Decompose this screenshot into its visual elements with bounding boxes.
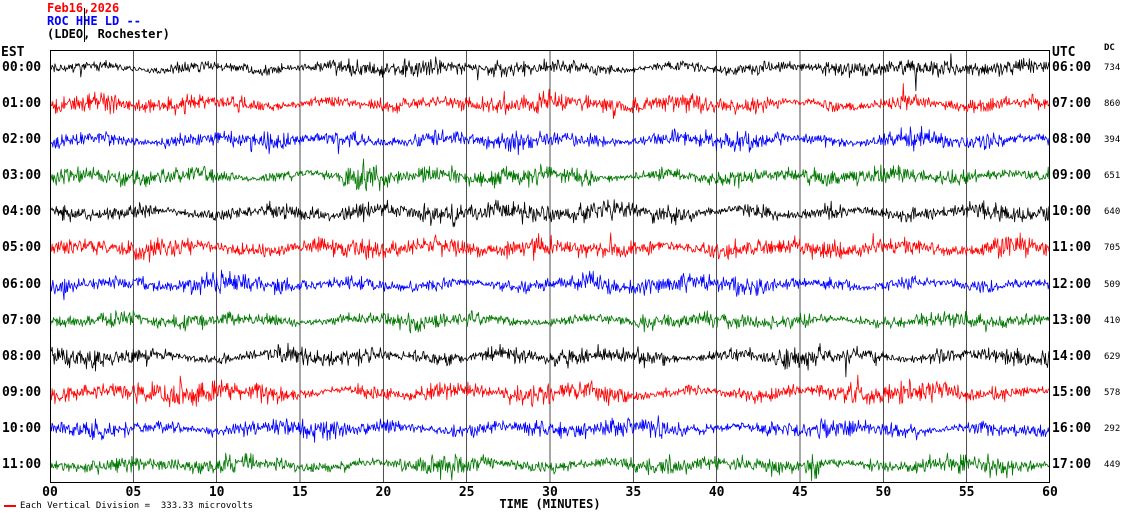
plot-frame xyxy=(50,50,1050,483)
trace-00:00 xyxy=(50,53,1050,92)
dc-value-07:00: 410 xyxy=(1104,315,1121,326)
est-label-09:00: 09:00 xyxy=(2,384,42,400)
x-tick-35: 35 xyxy=(625,485,642,500)
x-tick-20: 20 xyxy=(375,485,392,500)
title-station: ROC HHE LD -- xyxy=(47,14,141,28)
x-axis-title: TIME (MINUTES) xyxy=(499,497,601,511)
title-marker-line xyxy=(84,8,85,42)
est-label-08:00: 08:00 xyxy=(2,348,42,364)
est-label-01:00: 01:00 xyxy=(2,96,42,112)
scale-marker xyxy=(4,505,16,507)
trace-11:00 xyxy=(50,452,1050,482)
dc-value-02:00: 394 xyxy=(1104,135,1121,146)
dc-value-10:00: 292 xyxy=(1104,423,1121,434)
x-tick-10: 10 xyxy=(208,485,225,500)
est-label-10:00: 10:00 xyxy=(2,420,42,436)
dc-value-06:00: 509 xyxy=(1104,279,1121,290)
utc-label-08:00: 08:00 xyxy=(1052,132,1092,148)
x-tick-60: 60 xyxy=(1042,485,1058,500)
utc-label-13:00: 13:00 xyxy=(1052,312,1092,328)
dc-value-08:00: 629 xyxy=(1104,351,1121,362)
est-label-03:00: 03:00 xyxy=(2,168,42,184)
est-label-07:00: 07:00 xyxy=(2,312,42,328)
scale-note: Each Vertical Division = 333.33 microvol… xyxy=(4,501,253,511)
utc-label-11:00: 11:00 xyxy=(1052,240,1092,256)
trace-04:00 xyxy=(50,199,1050,228)
trace-05:00 xyxy=(50,232,1050,263)
dc-value-09:00: 578 xyxy=(1104,387,1121,398)
title-location: (LDEO, Rochester) xyxy=(47,27,170,41)
trace-06:00 xyxy=(50,269,1050,301)
utc-label-15:00: 15:00 xyxy=(1052,384,1092,400)
x-tick-50: 50 xyxy=(875,485,892,500)
trace-01:00 xyxy=(50,83,1050,119)
utc-label-14:00: 14:00 xyxy=(1052,348,1092,364)
dc-value-05:00: 705 xyxy=(1104,243,1121,254)
est-label-02:00: 02:00 xyxy=(2,132,42,148)
utc-label-16:00: 16:00 xyxy=(1052,420,1092,436)
x-tick-30: 30 xyxy=(542,485,558,500)
x-tick-05: 05 xyxy=(125,485,142,500)
utc-label-07:00: 07:00 xyxy=(1052,96,1092,112)
dc-value-11:00: 449 xyxy=(1104,459,1121,470)
x-tick-55: 55 xyxy=(958,485,975,500)
x-tick-15: 15 xyxy=(292,485,308,500)
dc-value-00:00: 734 xyxy=(1104,63,1121,74)
utc-label-10:00: 10:00 xyxy=(1052,204,1092,220)
utc-label-12:00: 12:00 xyxy=(1052,276,1092,292)
left-timezone-label: EST xyxy=(1,45,25,60)
seismogram-plot xyxy=(50,50,1050,483)
utc-label-17:00: 17:00 xyxy=(1052,456,1092,472)
trace-03:00 xyxy=(50,158,1050,192)
utc-label-09:00: 09:00 xyxy=(1052,168,1092,184)
dc-column-header: DC xyxy=(1104,43,1115,53)
est-label-05:00: 05:00 xyxy=(2,240,42,256)
dc-value-04:00: 640 xyxy=(1104,207,1121,218)
right-timezone-label: UTC xyxy=(1052,45,1076,60)
trace-08:00 xyxy=(50,342,1050,378)
title-date: Feb16,2026 xyxy=(47,2,119,15)
est-label-06:00: 06:00 xyxy=(2,276,42,292)
est-label-00:00: 00:00 xyxy=(2,60,42,76)
est-label-04:00: 04:00 xyxy=(2,204,42,220)
dc-value-03:00: 651 xyxy=(1104,171,1121,182)
est-label-11:00: 11:00 xyxy=(2,456,42,472)
scale-note-text: Each Vertical Division = 333.33 microvol… xyxy=(20,501,253,511)
x-tick-40: 40 xyxy=(708,485,725,500)
x-tick-25: 25 xyxy=(458,485,475,500)
x-tick-00: 00 xyxy=(42,485,58,500)
trace-07:00 xyxy=(50,309,1050,334)
trace-10:00 xyxy=(50,415,1050,443)
utc-label-06:00: 06:00 xyxy=(1052,60,1092,76)
dc-value-01:00: 860 xyxy=(1104,99,1121,110)
trace-02:00 xyxy=(50,125,1050,156)
trace-09:00 xyxy=(50,374,1050,408)
x-tick-45: 45 xyxy=(792,485,808,500)
